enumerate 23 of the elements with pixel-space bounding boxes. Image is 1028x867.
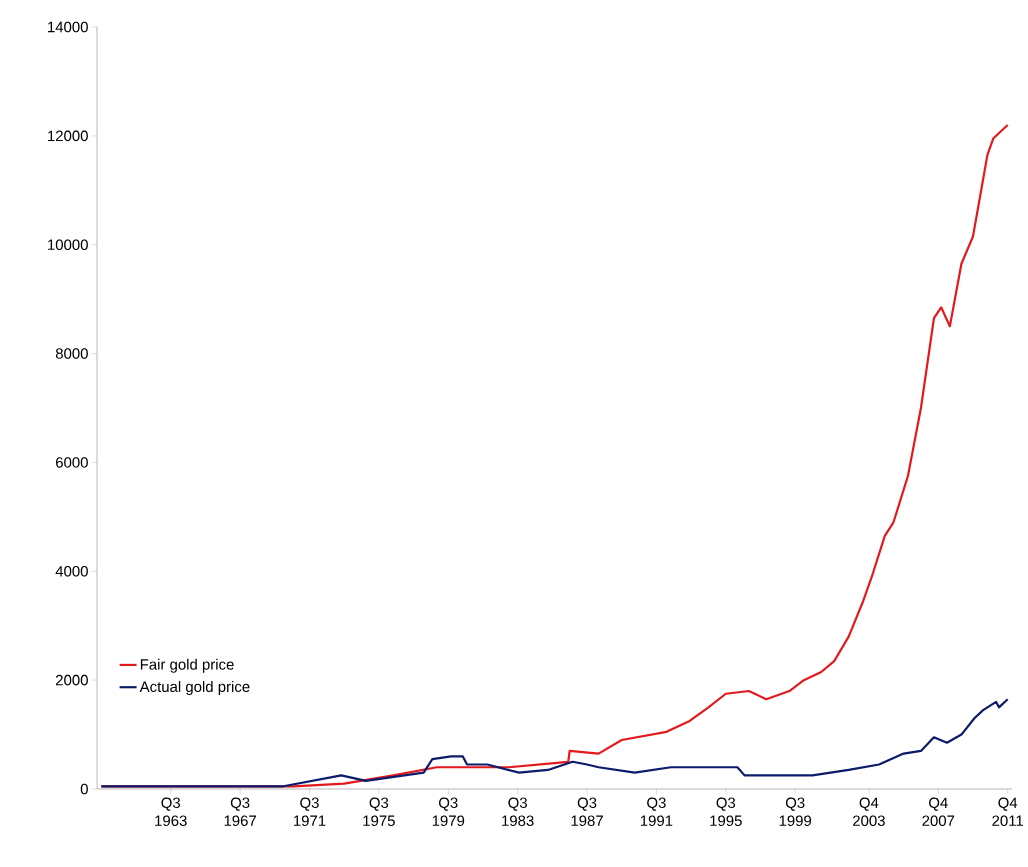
x-tick-label: Q3 1975 (363, 797, 395, 827)
y-tick-label: 0 (80, 783, 88, 795)
y-tick-label: 8000 (55, 348, 88, 359)
x-tick-label: Q3 1987 (571, 797, 603, 827)
x-tick-label: Q4 2007 (922, 797, 955, 827)
x-tick-label: Q3 1999 (779, 797, 812, 827)
legend-label: Fair gold price (140, 658, 234, 673)
y-tick-label: 4000 (55, 565, 88, 577)
x-tick-label: Q4 2003 (853, 797, 885, 827)
x-tick-label: Q3 1967 (224, 797, 256, 827)
y-tick-label: 14000 (48, 21, 88, 33)
y-tick-label: 10000 (48, 239, 88, 250)
x-tick-label: Q3 1979 (432, 797, 465, 827)
y-tick-label: 2000 (56, 674, 88, 686)
y-tick-label: 12000 (48, 130, 88, 142)
x-tick-label: Q3 1991 (640, 797, 673, 827)
x-tick-label: Q3 1971 (294, 797, 326, 827)
y-tick-label: 6000 (56, 457, 88, 468)
x-tick-label: Q3 1995 (710, 797, 742, 827)
x-tick-label: Q3 1983 (502, 797, 534, 827)
x-tick-label: Q3 1963 (155, 797, 187, 827)
legend-label: Actual gold price (139, 681, 250, 695)
x-tick-label: Q4 2011 (992, 797, 1023, 827)
